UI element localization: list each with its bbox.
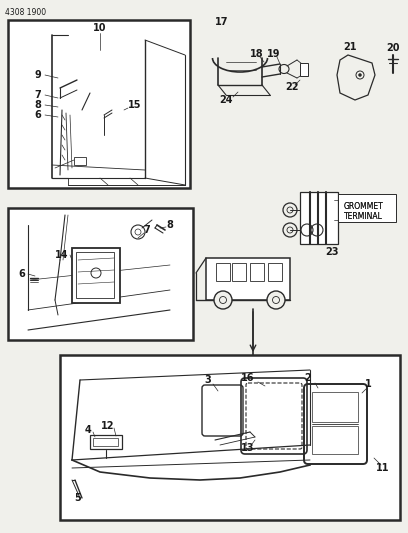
Text: 6: 6 [19,269,25,279]
Text: 3: 3 [205,375,211,385]
Text: GROMMET
TERMINAL: GROMMET TERMINAL [344,202,384,221]
Bar [60,355,400,520]
Bar [72,248,120,303]
Bar [216,263,230,281]
Text: 4: 4 [84,425,91,435]
Text: 10: 10 [93,23,107,33]
Bar [74,157,86,165]
Text: 6: 6 [35,110,41,120]
Bar [90,435,122,449]
Bar [232,263,246,281]
Text: 18: 18 [250,49,264,59]
Text: 15: 15 [128,100,142,110]
Text: 12: 12 [101,421,115,431]
Text: 8: 8 [166,220,173,230]
Text: 9: 9 [35,70,41,80]
Text: 14: 14 [55,250,69,260]
Text: 2: 2 [305,373,311,383]
Text: 22: 22 [285,82,299,92]
Text: 17: 17 [215,17,229,27]
Text: 5: 5 [75,493,81,503]
Bar [93,438,118,446]
Circle shape [267,291,285,309]
Bar [312,426,358,454]
Bar [300,192,338,244]
Bar [8,20,190,188]
Bar [250,263,264,281]
Text: 20: 20 [386,43,400,53]
Bar [206,258,290,300]
Text: 21: 21 [343,42,357,52]
Bar [8,208,193,340]
Text: 24: 24 [219,95,233,105]
Text: 7: 7 [35,90,41,100]
Text: 23: 23 [325,247,339,257]
Text: 4308 1900: 4308 1900 [5,8,46,17]
Text: 1: 1 [365,379,371,389]
Text: 19: 19 [267,49,281,59]
Text: 11: 11 [376,463,390,473]
Circle shape [214,291,232,309]
Text: 16: 16 [241,373,255,383]
Bar [338,194,396,222]
Bar [268,263,282,281]
Circle shape [359,74,361,77]
Bar [76,252,114,298]
Bar [312,392,358,422]
Text: 7: 7 [144,225,151,235]
Text: GROMMET
TERMINAL: GROMMET TERMINAL [344,202,384,221]
Text: 13: 13 [241,443,255,453]
Text: 8: 8 [35,100,42,110]
Bar [300,63,308,76]
